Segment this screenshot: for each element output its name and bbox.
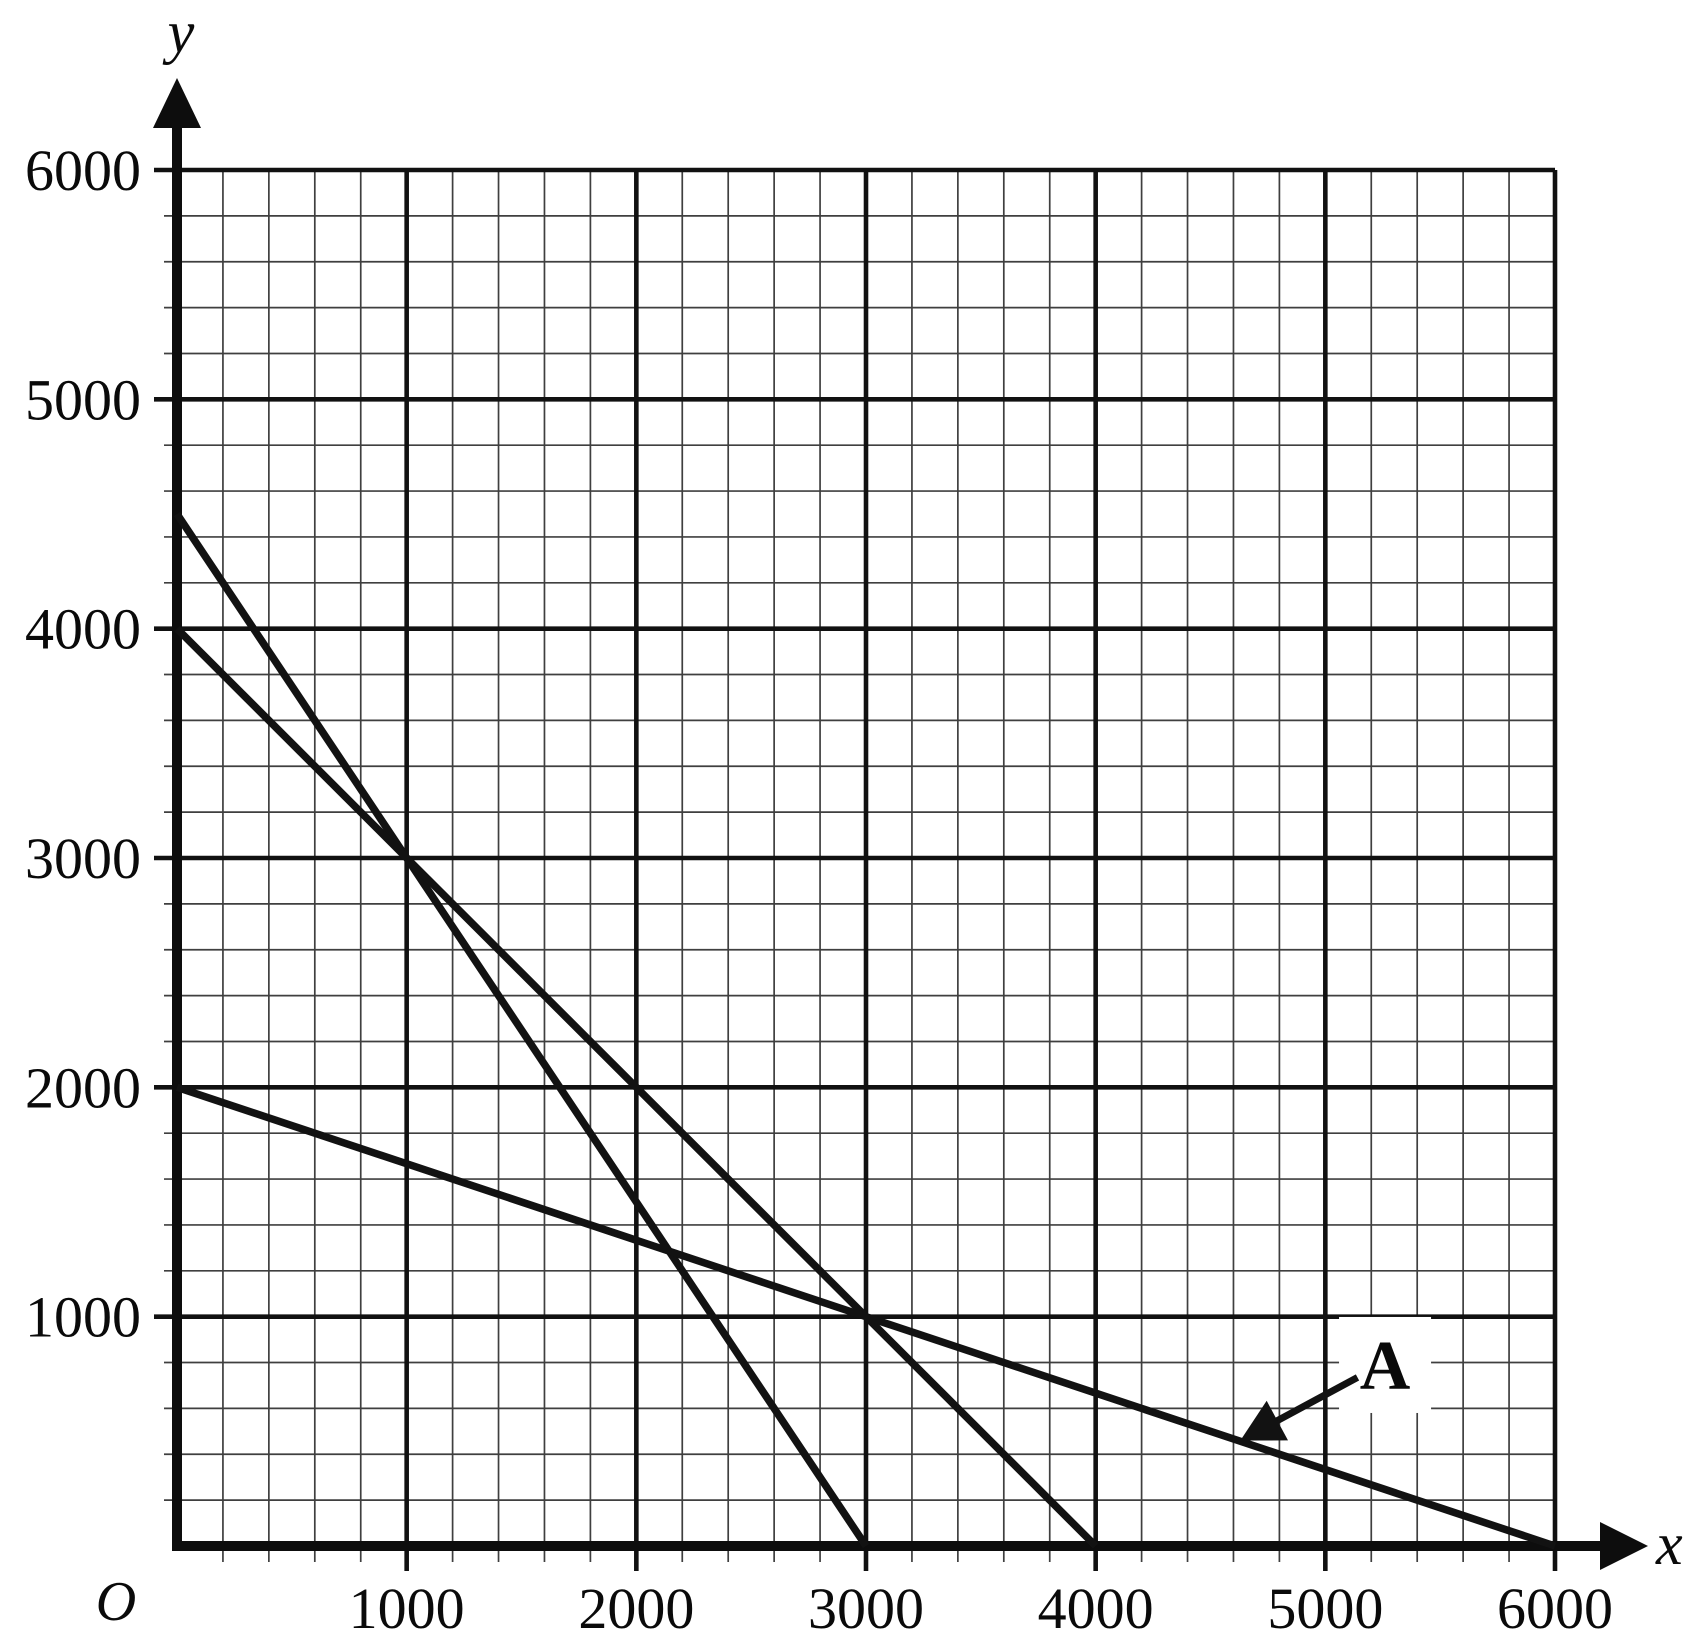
x-tick-label: 2000 (578, 1576, 694, 1636)
x-tick-label: 1000 (349, 1576, 465, 1636)
y-tick-label: 1000 (25, 1285, 141, 1350)
x-tick-label: 3000 (808, 1576, 924, 1636)
x-tick-label: 4000 (1038, 1576, 1154, 1636)
axis-arrowheads (153, 78, 1648, 1570)
x-axis-title: x (1655, 1511, 1683, 1577)
x-tick-label: 6000 (1497, 1576, 1613, 1636)
axis-labels: 1000 2000 3000 4000 5000 6000 1000 2000 3000 4000… (25, 0, 1683, 1636)
graph-line-A (175, 1083, 1557, 1550)
annotation-arrow-shaft (1268, 1374, 1360, 1428)
x-tick-label: 5000 (1267, 1576, 1383, 1636)
annotation-arrowhead-icon (1240, 1400, 1289, 1441)
y-tick-label: 2000 (25, 1055, 141, 1120)
annotation-label-bg (1339, 1316, 1432, 1413)
origin-label: O (96, 1571, 136, 1633)
plotted-lines (173, 511, 1557, 1550)
y-axis-title: y (162, 0, 195, 65)
y-tick-label: 4000 (25, 597, 141, 662)
line-A-label: A (1360, 1328, 1411, 1405)
graph-steep-line (173, 511, 870, 1549)
axes (172, 126, 1602, 1551)
x-axis-arrowhead-icon (1600, 1522, 1648, 1570)
y-axis-arrowhead-icon (153, 78, 201, 128)
y-tick-label: 5000 (25, 367, 141, 432)
y-tick-label: 6000 (25, 138, 141, 203)
major-grid (154, 167, 1558, 1571)
line-A-annotation: A (1240, 1316, 1432, 1441)
graph-middle-line (174, 626, 1099, 1549)
y-tick-label: 3000 (25, 826, 141, 891)
